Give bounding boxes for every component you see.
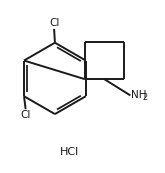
Text: 2: 2 xyxy=(142,93,147,102)
Text: Cl: Cl xyxy=(49,18,59,28)
Text: Cl: Cl xyxy=(20,110,31,120)
Text: HCl: HCl xyxy=(60,147,79,157)
Text: NH: NH xyxy=(131,90,147,100)
